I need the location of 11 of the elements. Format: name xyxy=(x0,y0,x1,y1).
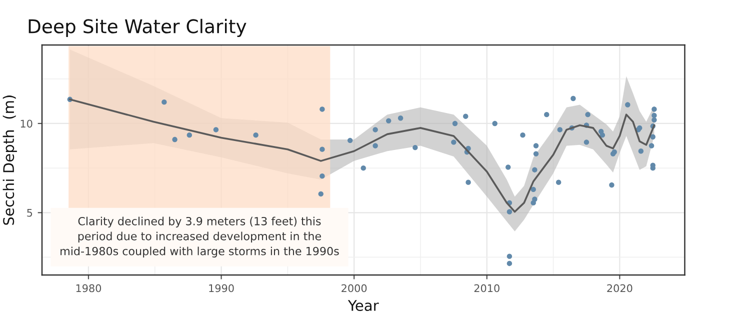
x-tick-label: 2010 xyxy=(474,284,500,292)
annotation: Clarity declined by 3.9 meters (13 feet) this period due to increased development in the mid-1980s coupled with large storms in the 1990s xyxy=(60,216,339,258)
chart-title: Deep Site Water Clarity xyxy=(28,18,246,37)
x-tick-label: 1980 xyxy=(76,284,102,292)
y-axis-title: Secchi Depth (m) xyxy=(2,96,17,225)
x-tick-label: 2000 xyxy=(342,284,367,292)
x-tick-label: 1990 xyxy=(209,284,234,292)
y-tick-label: 10 xyxy=(20,120,32,128)
x-axis-title: Year xyxy=(348,300,379,312)
y-tick-label: 5 xyxy=(27,209,32,217)
x-tick-label: 2020 xyxy=(607,284,632,292)
